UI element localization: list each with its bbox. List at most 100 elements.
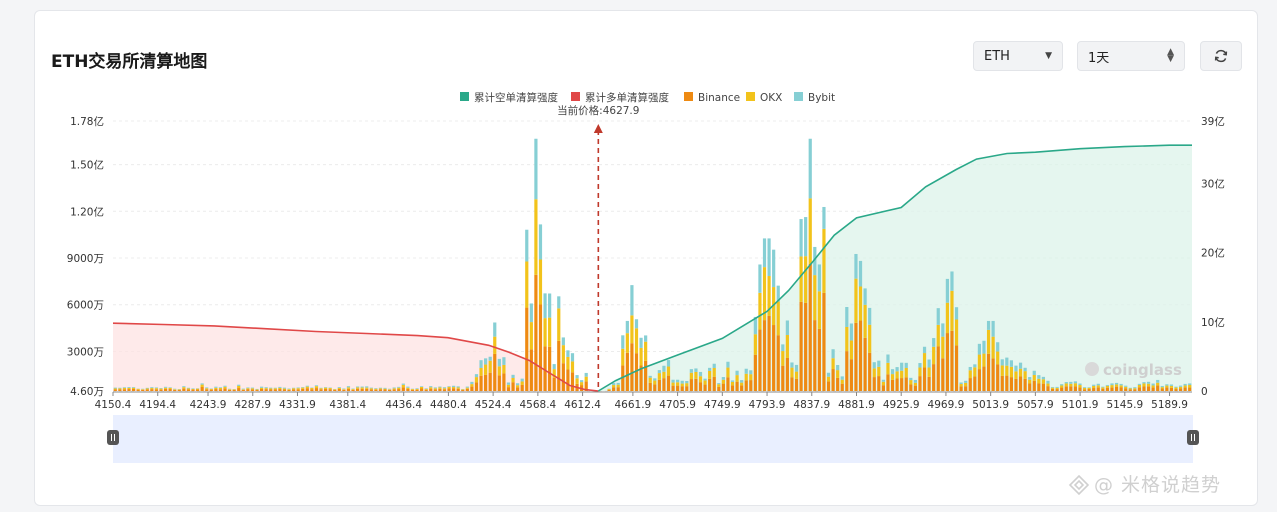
- bar-okx: [758, 292, 762, 330]
- bar-okx: [625, 333, 629, 353]
- bar-okx: [552, 369, 556, 378]
- bar-bybit: [712, 363, 716, 369]
- bar-okx: [813, 275, 817, 321]
- bar-binance: [900, 378, 904, 391]
- bar-binance: [973, 376, 977, 391]
- bar-bybit: [804, 217, 808, 257]
- bar-okx: [991, 336, 995, 359]
- bar-binance: [689, 379, 693, 391]
- bar-binance: [1018, 376, 1023, 391]
- bar-binance: [1165, 387, 1169, 391]
- bar-okx: [890, 374, 895, 380]
- x-axis-tick: 4705.9: [659, 399, 696, 411]
- x-axis-tick: 4287.9: [234, 399, 271, 411]
- bar-bybit: [259, 386, 264, 388]
- bar-binance: [488, 372, 492, 391]
- bar-binance: [964, 386, 968, 391]
- bar-binance: [296, 389, 300, 391]
- bar-bybit: [698, 371, 703, 377]
- bar-okx: [488, 360, 492, 373]
- bar-okx: [1119, 385, 1123, 388]
- bar-bybit: [740, 380, 744, 383]
- asset-select[interactable]: ETH ▼: [973, 41, 1063, 71]
- bar-okx: [1169, 385, 1174, 388]
- bar-bybit: [1023, 367, 1027, 372]
- left-axis-tick: 9000万: [67, 253, 104, 265]
- bar-binance: [378, 389, 383, 391]
- bar-bybit: [493, 322, 497, 337]
- bar-binance: [534, 274, 538, 391]
- bar-binance: [836, 377, 840, 391]
- bar-okx: [131, 387, 136, 389]
- bar-okx: [356, 387, 360, 389]
- bar-bybit: [186, 387, 191, 389]
- bar-bybit: [845, 306, 849, 328]
- bar-binance: [758, 329, 762, 391]
- bar-binance: [1050, 388, 1055, 391]
- bar-binance: [237, 388, 241, 391]
- bar-binance: [1064, 386, 1068, 391]
- bar-binance: [168, 389, 172, 391]
- bar-binance: [1014, 378, 1018, 391]
- bar-binance: [1087, 389, 1091, 391]
- bar-binance: [712, 376, 716, 391]
- x-axis-tick: 4524.4: [475, 399, 512, 411]
- bar-bybit: [1174, 386, 1178, 388]
- bar-binance: [1037, 383, 1041, 391]
- bar-okx: [456, 387, 460, 389]
- bar-bybit: [168, 387, 172, 388]
- bar-bybit: [630, 285, 634, 316]
- legend-swatch: [794, 92, 803, 101]
- bar-binance: [566, 369, 570, 391]
- bar-okx: [762, 267, 767, 321]
- bar-bybit: [1000, 359, 1004, 366]
- brand-logo-icon: [1085, 362, 1099, 376]
- time-range-value: 1天: [1088, 50, 1110, 66]
- bar-okx: [749, 374, 753, 381]
- bar-okx: [360, 387, 364, 389]
- range-slider[interactable]: [107, 415, 1199, 463]
- bar-okx: [1156, 382, 1160, 386]
- bar-binance: [131, 388, 136, 391]
- bar-bybit: [904, 362, 908, 368]
- bar-binance: [1124, 388, 1128, 391]
- bar-okx: [1055, 387, 1059, 390]
- bar-binance: [1078, 387, 1082, 391]
- refresh-button[interactable]: [1200, 41, 1242, 71]
- bar-binance: [708, 378, 712, 391]
- bar-binance: [511, 382, 515, 391]
- bar-okx: [1128, 388, 1132, 390]
- bar-bybit: [744, 368, 748, 374]
- bar-bybit: [1165, 384, 1169, 386]
- slider-handle-left[interactable]: [107, 430, 119, 445]
- bar-binance: [191, 389, 195, 391]
- bar-binance: [772, 325, 776, 391]
- bar-bybit: [881, 379, 885, 382]
- bar-binance: [461, 390, 465, 391]
- bar-binance: [269, 389, 273, 391]
- left-axis-tick: 1.78亿: [70, 115, 104, 128]
- bar-binance: [456, 388, 460, 391]
- time-range-select[interactable]: 1天 ▲ ▼: [1077, 41, 1185, 71]
- bar-binance: [479, 375, 483, 391]
- slider-handle-right[interactable]: [1187, 430, 1199, 445]
- bar-okx: [1069, 383, 1073, 387]
- bar-okx: [959, 384, 963, 387]
- bar-okx: [1046, 383, 1050, 387]
- bar-okx: [753, 334, 757, 355]
- bar-bybit: [433, 387, 437, 389]
- bar-binance: [1114, 386, 1119, 391]
- bar-binance: [991, 358, 995, 391]
- bar-binance: [497, 375, 501, 391]
- legend-swatch: [571, 92, 580, 101]
- left-axis-tick: 4.60万: [70, 386, 104, 398]
- bar-bybit: [529, 303, 533, 323]
- bar-binance: [662, 378, 666, 391]
- bar-bybit: [1156, 379, 1160, 383]
- bar-bybit: [863, 288, 867, 305]
- bar-bybit: [817, 264, 821, 292]
- x-axis-tick: 4194.4: [139, 399, 176, 411]
- bar-binance: [392, 389, 396, 391]
- bar-bybit: [346, 386, 351, 388]
- bar-okx: [410, 389, 415, 390]
